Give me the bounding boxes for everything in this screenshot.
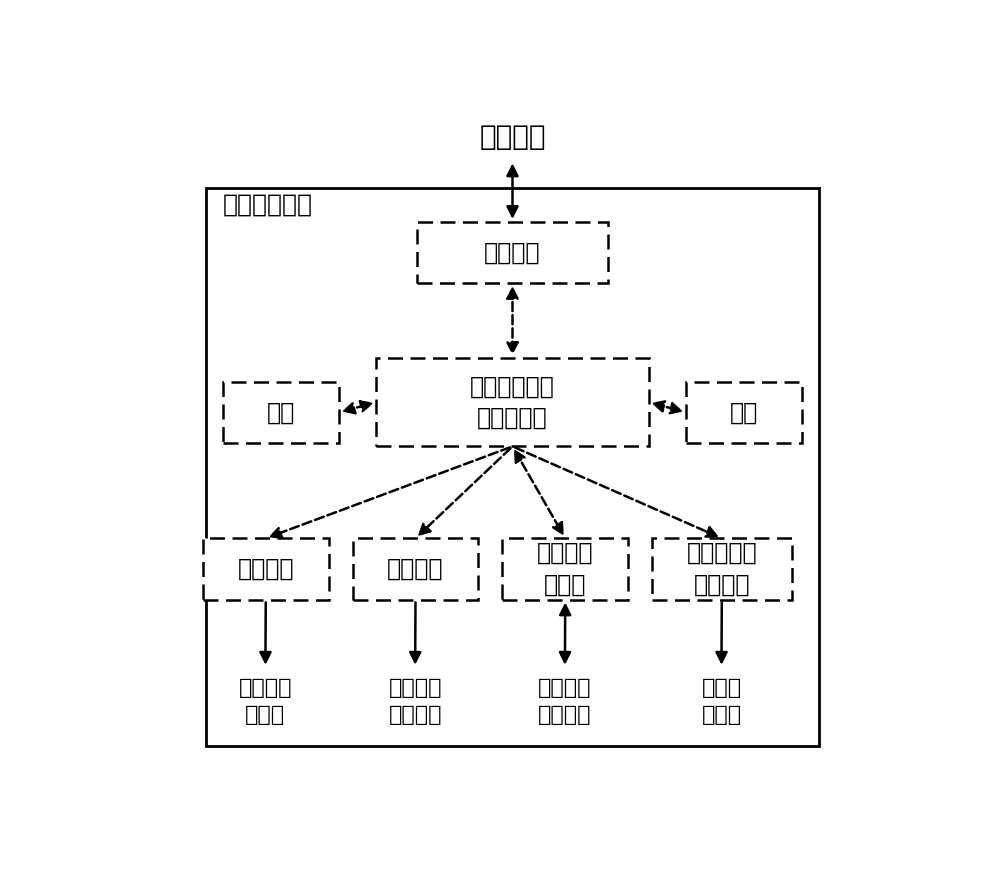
Text: 控制调度: 控制调度 [387, 557, 444, 581]
Text: 数据通讯: 数据通讯 [484, 240, 541, 264]
Text: 双向变流器
独立控制: 双向变流器 独立控制 [686, 541, 757, 597]
Text: 子系统直
接控制: 子系统直 接控制 [537, 541, 594, 597]
Text: 系统主控制器: 系统主控制器 [223, 193, 313, 217]
Bar [417, 222, 608, 283]
Bar [502, 538, 628, 599]
Text: 预设规则计算
与逻辑判别: 预设规则计算 与逻辑判别 [470, 375, 555, 430]
Bar [652, 538, 792, 599]
Text: 数据采集: 数据采集 [238, 557, 294, 581]
Bar [203, 538, 329, 599]
Text: 至交换机: 至交换机 [479, 123, 546, 150]
Text: 至各子系
统控制器: 至各子系 统控制器 [388, 679, 442, 725]
Text: 存储: 存储 [267, 400, 295, 424]
Text: 至双向
变流器: 至双向 变流器 [701, 679, 742, 725]
Text: 至子系统
控制器: 至子系统 控制器 [239, 679, 292, 725]
Bar [223, 382, 339, 443]
Text: 时钟: 时钟 [730, 400, 758, 424]
Bar [686, 382, 802, 443]
Bar [353, 538, 478, 599]
Text: 至子系统
快速开关: 至子系统 快速开关 [538, 679, 592, 725]
Bar [206, 187, 819, 746]
Bar [376, 358, 649, 446]
